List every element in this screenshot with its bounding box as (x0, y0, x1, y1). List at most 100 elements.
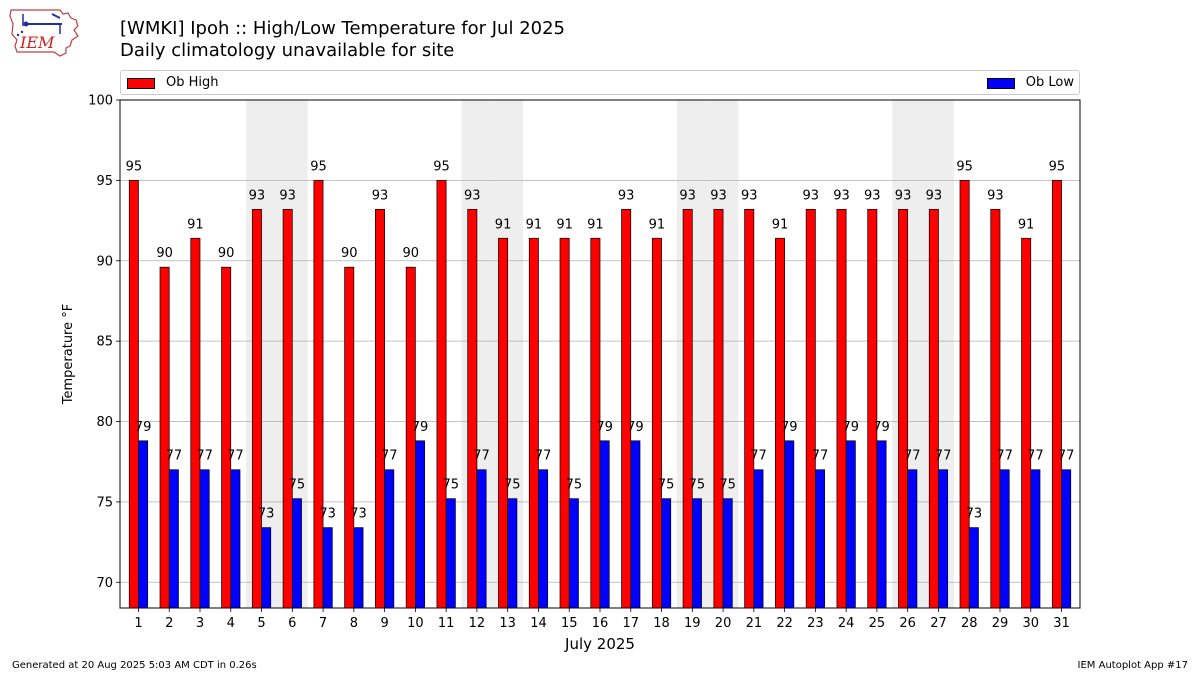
x-tick-label: 8 (350, 616, 358, 631)
high-temp-bar (190, 237, 201, 609)
high-temp-bar (590, 237, 601, 609)
chart-title-line1: [WMKI] Ipoh :: High/Low Temperature for … (120, 18, 565, 39)
x-tick-label: 26 (899, 616, 916, 631)
low-temp-bar (599, 440, 610, 609)
high-temp-bar (682, 208, 693, 609)
app-credit: IEM Autoplot App #17 (1077, 660, 1188, 671)
low-temp-label: 77 (1058, 449, 1075, 464)
high-temp-label: 91 (1018, 217, 1035, 232)
y-tick-label: 70 (96, 576, 113, 591)
x-tick-label: 20 (715, 616, 732, 631)
weekend-shade-band (246, 100, 277, 608)
high-temp-bar (713, 208, 724, 609)
high-temp-bar (344, 266, 355, 609)
low-temp-label: 77 (812, 449, 829, 464)
low-temp-bar (907, 469, 918, 609)
legend-item-low: Ob Low (986, 75, 1074, 90)
x-tick-label: 1 (134, 616, 142, 631)
low-temp-label: 77 (535, 449, 552, 464)
high-temp-label: 93 (833, 188, 850, 203)
high-temp-bar (744, 208, 755, 609)
high-temp-bar (282, 208, 293, 609)
high-temp-bar (128, 180, 139, 609)
weekend-shade-band (461, 100, 493, 608)
low-temp-bar (753, 469, 764, 609)
high-temp-label: 95 (433, 159, 450, 174)
high-temp-label: 95 (956, 159, 973, 174)
low-temp-label: 79 (412, 420, 429, 435)
y-tick-label: 95 (96, 174, 113, 189)
low-temp-bar (168, 469, 179, 609)
low-temp-label: 79 (627, 420, 644, 435)
high-temp-label: 93 (864, 188, 881, 203)
low-temp-bar (1061, 469, 1072, 609)
low-temp-bar (384, 469, 395, 609)
low-temp-label: 77 (1027, 449, 1044, 464)
high-temp-bar (221, 266, 232, 609)
high-temp-bar (1021, 237, 1032, 609)
legend-label-low: Ob Low (1025, 75, 1074, 90)
high-temp-label: 93 (618, 188, 635, 203)
high-temp-bar (313, 180, 324, 609)
low-temp-bar (138, 440, 149, 609)
x-tick-label: 16 (592, 616, 609, 631)
high-temp-bar (836, 208, 847, 609)
high-temp-label: 95 (310, 159, 327, 174)
low-temp-label: 77 (473, 449, 490, 464)
x-tick-label: 29 (992, 616, 1009, 631)
low-temp-label: 75 (504, 478, 521, 493)
low-temp-label: 73 (319, 507, 336, 522)
high-temp-label: 91 (587, 217, 604, 232)
low-temp-label: 73 (350, 507, 367, 522)
low-temp-bar (968, 527, 979, 609)
x-tick-label: 14 (530, 616, 547, 631)
y-tick-label: 85 (96, 335, 113, 350)
low-temp-label: 75 (289, 478, 306, 493)
high-temp-label: 93 (741, 188, 758, 203)
low-temp-label: 79 (842, 420, 859, 435)
high-temp-bar (528, 237, 539, 609)
low-temp-label: 75 (719, 478, 736, 493)
high-temp-bar (1051, 180, 1062, 609)
x-tick-label: 9 (380, 616, 388, 631)
high-temp-label: 93 (926, 188, 943, 203)
high-temp-label: 93 (710, 188, 727, 203)
low-temp-bar (722, 498, 733, 609)
low-temp-label: 77 (381, 449, 398, 464)
weekend-shade-band (676, 100, 708, 608)
high-temp-bar (867, 208, 878, 609)
low-temp-bar (691, 498, 702, 609)
low-temp-label: 79 (873, 420, 890, 435)
x-tick-label: 17 (622, 616, 639, 631)
high-temp-bar (559, 237, 570, 609)
low-temp-bar (630, 440, 641, 609)
weekend-shade-band (707, 100, 739, 608)
chart-title-line2: Daily climatology unavailable for site (120, 40, 455, 61)
low-temp-bar (999, 469, 1010, 609)
y-tick-label: 90 (96, 254, 113, 269)
high-temp-label: 91 (772, 217, 789, 232)
low-temp-label: 75 (566, 478, 583, 493)
x-tick-label: 3 (196, 616, 204, 631)
legend: Ob High Ob Low (120, 70, 1080, 95)
x-tick-label: 23 (807, 616, 824, 631)
x-tick-label: 7 (319, 616, 327, 631)
weekend-shade-band (892, 100, 924, 608)
weekend-shade-band (923, 100, 954, 608)
low-temp-label: 77 (935, 449, 952, 464)
x-tick-label: 24 (838, 616, 855, 631)
weather-station-icon (16, 13, 62, 37)
low-temp-bar (476, 469, 487, 609)
x-tick-label: 2 (165, 616, 173, 631)
high-temp-label: 91 (495, 217, 512, 232)
low-temp-bar (845, 440, 856, 609)
x-tick-label: 11 (438, 616, 455, 631)
high-temp-label: 91 (526, 217, 543, 232)
low-temp-bar (568, 498, 579, 609)
high-temp-label: 93 (372, 188, 389, 203)
x-tick-label: 4 (227, 616, 235, 631)
high-temp-label: 91 (187, 217, 204, 232)
high-temp-bar (990, 208, 1001, 609)
low-temp-label: 79 (596, 420, 613, 435)
